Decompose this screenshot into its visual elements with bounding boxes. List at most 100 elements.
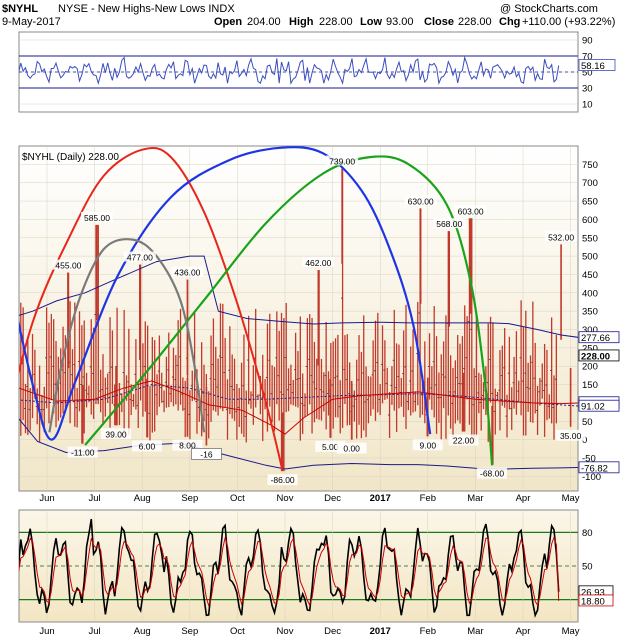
- main-tick-label: 200: [582, 362, 598, 373]
- main-tick-label: 400: [582, 288, 598, 299]
- upper-envelope-line: [19, 255, 578, 338]
- month-label: Oct: [230, 493, 245, 504]
- dotted-average-line: [19, 384, 578, 407]
- rsi-last-value-box: [578, 59, 616, 71]
- rsi-tick-label: 70: [582, 52, 593, 63]
- rsi-panel: 90 70 50 30 10 58.16: [18, 31, 616, 113]
- open-label: Open: [214, 16, 242, 28]
- month-label: Aug: [134, 493, 151, 504]
- right-value-label: 277.66: [581, 333, 610, 344]
- right-value-box: [578, 331, 620, 344]
- peak-label-box: [433, 218, 466, 229]
- trough-label-box: [477, 467, 508, 479]
- month-label: Dec: [324, 626, 341, 637]
- gray-cycle-arc: [48, 238, 206, 433]
- stochastic-d-line: [19, 535, 560, 608]
- right-value-label: -76.82: [581, 463, 608, 474]
- main-tick-label: 150: [582, 380, 598, 391]
- month-label: Jul: [89, 493, 101, 504]
- month-label: Mar: [467, 493, 483, 504]
- date-label: 9-May-2017: [2, 16, 61, 28]
- main-tick-label: 750: [582, 160, 598, 171]
- rsi-tick-label: 10: [582, 100, 593, 111]
- main-tick-label: 700: [582, 178, 598, 189]
- trough-label-box: [172, 439, 203, 451]
- month-label: Nov: [277, 626, 294, 637]
- main-tick-label: 300: [582, 325, 598, 336]
- main-tick-label: 600: [582, 215, 598, 226]
- peak-label-box: [52, 259, 85, 270]
- high-label: High: [289, 16, 314, 28]
- red-average-line: [19, 380, 578, 435]
- month-label: Nov: [277, 493, 294, 504]
- trough-label: 22.00: [453, 436, 475, 446]
- month-label: Sep: [181, 626, 198, 637]
- trough-label-box: [315, 440, 346, 452]
- month-label: Apr: [516, 626, 531, 637]
- peak-label: 603.00: [458, 206, 484, 216]
- trough-label: 35.00: [560, 431, 582, 441]
- trough-label: 9.00: [420, 440, 437, 450]
- main-tick-label: 250: [582, 343, 598, 354]
- main-tick-label: 50: [582, 417, 593, 428]
- trough-label: 0.00: [343, 444, 360, 454]
- trough-label: 6.00: [139, 441, 156, 451]
- symbol-label: $NYHL: [2, 3, 38, 15]
- blue-cycle-arc: [19, 146, 432, 441]
- green-cycle-arc: [84, 155, 494, 466]
- trough-label-box: [67, 446, 98, 458]
- rsi-line: [19, 55, 560, 86]
- right-value-label: 228.00: [581, 351, 610, 362]
- trough-label-box: [267, 474, 298, 486]
- stochastic-last-value: 18.80: [581, 596, 605, 607]
- month-label: Dec: [324, 493, 341, 504]
- main-tick-label: 350: [582, 307, 598, 318]
- low-value: 93.00: [386, 16, 414, 28]
- chg-label: Chg: [499, 16, 520, 28]
- rsi-last-value: 58.16: [581, 61, 605, 72]
- peak-label: 630.00: [408, 196, 434, 206]
- peak-label-box: [302, 257, 335, 268]
- trough-label-box: [101, 428, 132, 440]
- peak-label: 462.00: [305, 258, 331, 268]
- trough-label: -86.00: [271, 475, 295, 485]
- stochastic-tick-label: 80: [582, 528, 593, 539]
- close-value: 228.00: [458, 16, 492, 28]
- main-tick-label: 550: [582, 233, 598, 244]
- stochastic-k-line: [19, 518, 560, 618]
- stochastic-tick-label: 50: [582, 562, 593, 573]
- peak-label: 585.00: [84, 213, 110, 223]
- right-value-box: [578, 461, 620, 474]
- month-label: Aug: [134, 626, 151, 637]
- peak-label: 568.00: [436, 219, 462, 229]
- trough-label-box: [412, 439, 443, 451]
- peak-label: 436.00: [174, 268, 200, 278]
- month-label: Sep: [181, 493, 198, 504]
- main-tick-label: 500: [582, 252, 598, 263]
- peak-label-box: [123, 251, 156, 262]
- month-label: 2017: [370, 493, 391, 504]
- month-label: May: [562, 626, 580, 637]
- main-tick-label: 450: [582, 270, 598, 281]
- trough-label: -11.00: [71, 448, 95, 458]
- open-value: 204.00: [247, 16, 281, 28]
- stochastic-last-value: 26.93: [581, 587, 605, 598]
- watermark: @ StockCharts.com: [500, 3, 598, 15]
- main-tick-label: -100: [582, 472, 601, 483]
- peak-label-box: [404, 195, 437, 206]
- rsi-tick-label: 50: [582, 68, 593, 79]
- right-value-label: 91.02: [581, 402, 605, 413]
- trough-label-box: [336, 442, 367, 454]
- peak-label-box: [326, 155, 359, 166]
- right-value-box: [578, 349, 620, 362]
- chg-value: +110.00 (+93.22%): [522, 16, 615, 28]
- trough-label: 5.00: [322, 442, 339, 452]
- main-tick-label: -50: [582, 453, 596, 464]
- right-value-box: [578, 399, 620, 412]
- red-cycle-arc: [19, 146, 284, 472]
- month-label: 2017: [370, 626, 391, 637]
- month-label: Jul: [89, 626, 101, 637]
- peak-label-box: [171, 266, 204, 277]
- trough-label: -16: [200, 449, 213, 459]
